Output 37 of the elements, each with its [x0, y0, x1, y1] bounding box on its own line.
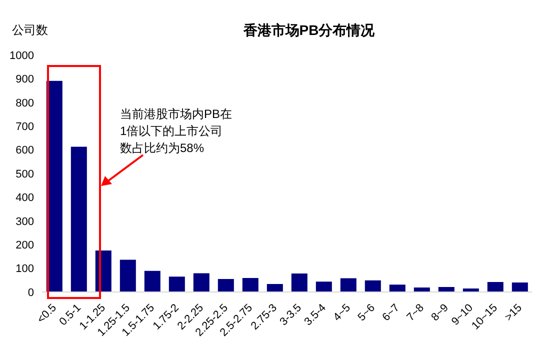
x-tick-label: 7~8	[404, 302, 426, 324]
bar	[389, 284, 406, 292]
y-axis-title: 公司数	[12, 22, 48, 39]
bar	[70, 146, 87, 292]
y-tick-label: 600	[16, 144, 34, 157]
y-tick-label: 500	[16, 168, 34, 180]
bar	[242, 278, 258, 292]
x-tick-label: 6~7	[380, 302, 402, 324]
bar	[512, 282, 528, 292]
bar	[193, 273, 210, 292]
x-tick-label: <0.5	[35, 302, 59, 326]
bar	[120, 260, 136, 292]
y-tick-label: 400	[16, 192, 34, 204]
bar	[291, 274, 308, 292]
bar	[316, 282, 332, 292]
bar	[487, 282, 504, 292]
x-tick-label: 5~6	[356, 302, 378, 324]
x-tick-label: 4~5	[331, 302, 353, 324]
y-tick-label: 200	[16, 240, 34, 252]
y-tick-label: 900	[16, 74, 34, 86]
bar	[218, 278, 234, 292]
x-tick-label: >15	[502, 302, 524, 324]
y-tick-label: 800	[16, 97, 34, 110]
bar	[168, 276, 185, 292]
bar	[438, 287, 454, 292]
y-tick-label: 0	[28, 286, 34, 299]
y-tick-label: 700	[16, 121, 34, 134]
bar	[340, 278, 356, 292]
bar	[364, 280, 381, 292]
y-tick-label: 300	[16, 216, 34, 228]
x-tick-label: 8~9	[429, 302, 451, 324]
bar	[144, 270, 160, 292]
y-tick-label: 1000	[10, 50, 34, 62]
annotation: 当前港股市场内PB在1倍以下的上市公司数占比约为58%	[120, 106, 232, 157]
bar	[266, 284, 283, 292]
y-tick-label: 100	[16, 263, 34, 276]
chart-title: 香港市场PB分布情况	[243, 22, 375, 38]
